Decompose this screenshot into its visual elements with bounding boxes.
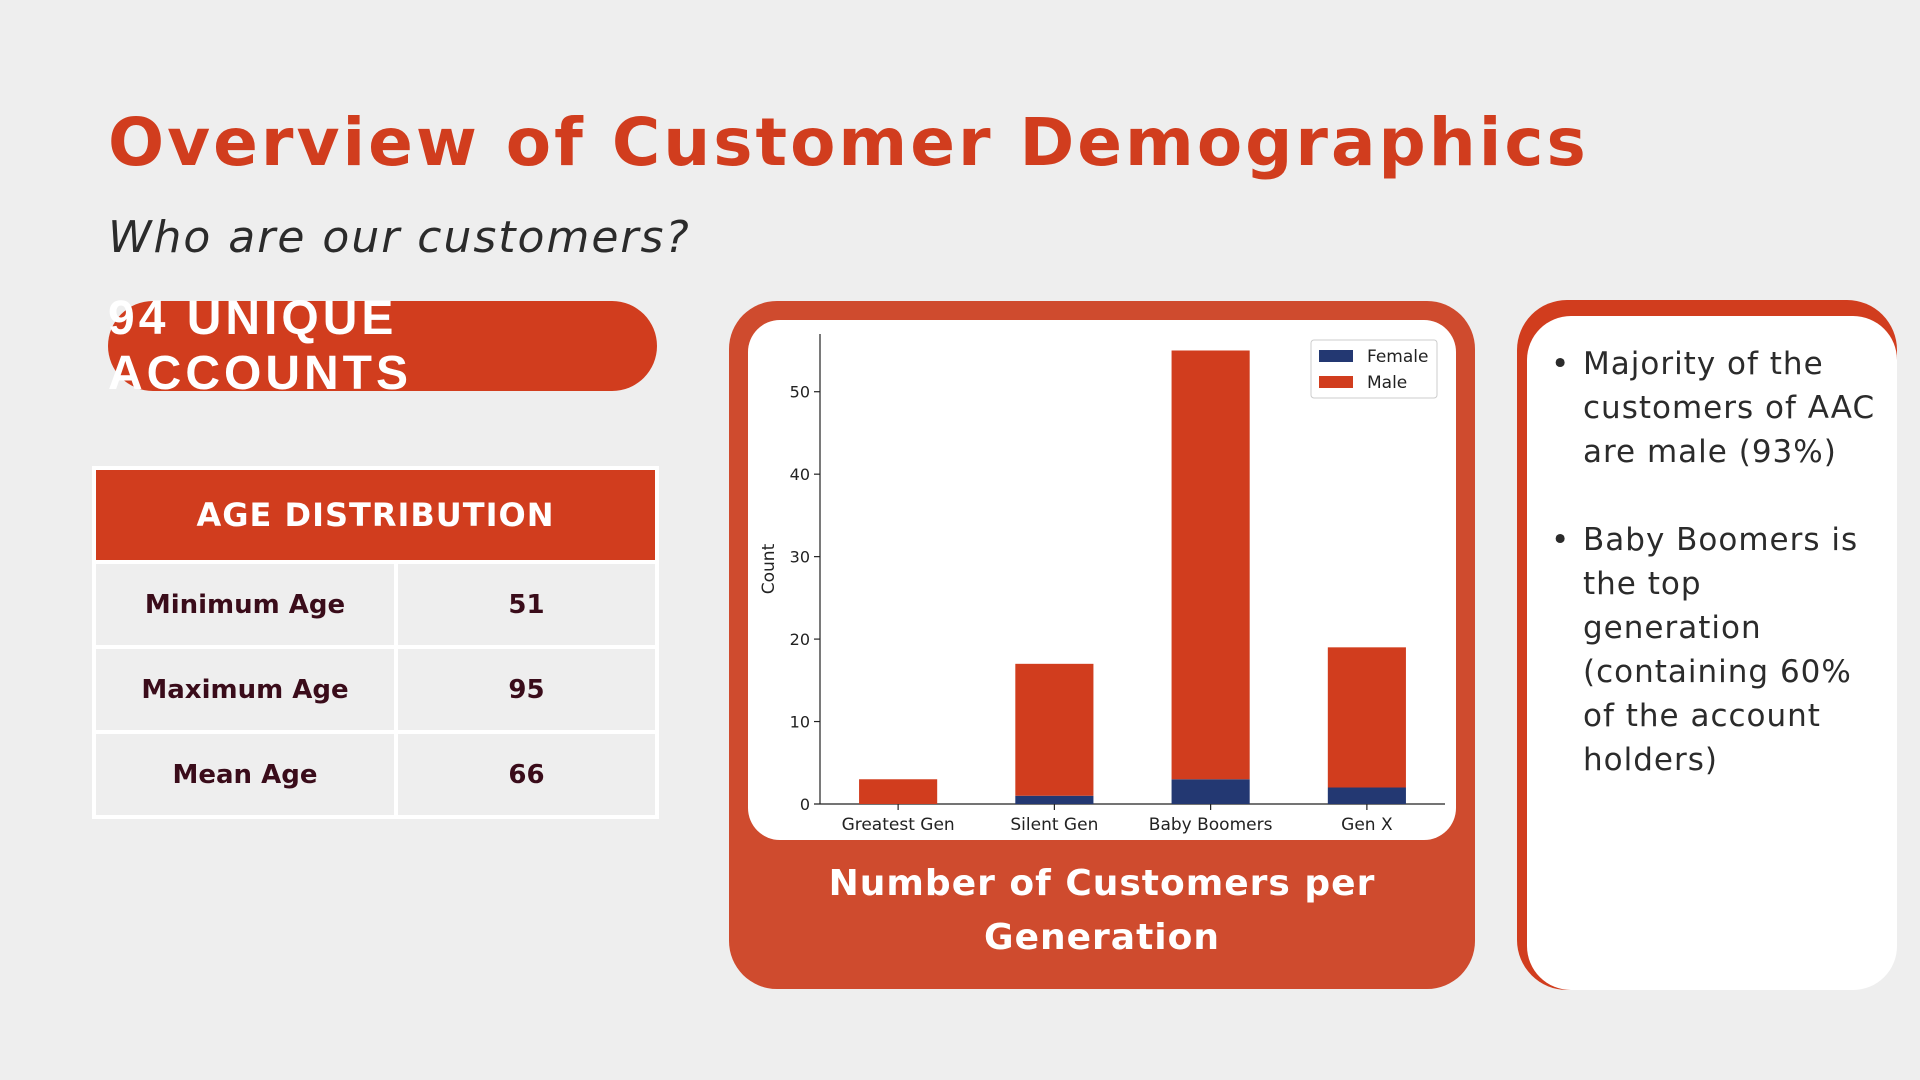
unique-accounts-badge: 94 UNIQUE ACCOUNTS (108, 292, 657, 400)
legend-swatch-female (1319, 350, 1353, 362)
row-value: 66 (394, 730, 659, 819)
table-row: Minimum Age 51 (92, 560, 659, 649)
table-row: Mean Age 66 (92, 730, 659, 819)
bar-male-silent-gen (1015, 663, 1094, 796)
x-tick-label: Greatest Gen (842, 815, 955, 835)
bullet-icon: • (1551, 522, 1571, 558)
y-tick-label: 40 (790, 465, 810, 484)
chart-caption-line-1: Number of Customers per (828, 863, 1376, 904)
y-tick-label: 0 (800, 795, 810, 814)
bar-male-gen-x (1327, 647, 1406, 788)
bar-female-baby-boomers (1171, 779, 1250, 804)
chart-panel: 0 10 20 30 40 50 Count Greatest Gen Silent Gen Ba… (748, 320, 1456, 840)
x-tick-label: Gen X (1341, 815, 1393, 835)
insights-card: • Majority of the customers of AAC are m… (1517, 300, 1897, 990)
x-tick-label: Baby Boomers (1149, 815, 1273, 835)
row-label: Maximum Age (92, 645, 398, 734)
y-axis-label: Count (759, 543, 779, 594)
y-tick-label: 10 (790, 713, 810, 732)
row-label: Mean Age (92, 730, 398, 819)
list-item: • Majority of the customers of AAC are m… (1551, 342, 1883, 474)
table-header: AGE DISTRIBUTION (92, 466, 659, 564)
y-tick-label: 50 (790, 383, 810, 402)
bar-female-silent-gen (1015, 795, 1094, 804)
age-distribution-table: AGE DISTRIBUTION Minimum Age 51 Maximum … (92, 466, 659, 819)
bar-female-gen-x (1327, 787, 1406, 804)
insight-text: Baby Boomers is the top generation (cont… (1583, 522, 1859, 778)
page-subtitle: Who are our customers? (108, 212, 691, 263)
x-tick-label: Silent Gen (1010, 815, 1098, 835)
legend-label-male: Male (1367, 373, 1407, 393)
chart-caption-line-2: Generation (984, 917, 1220, 958)
bar-male-greatest-gen (859, 779, 938, 804)
page-title: Overview of Customer Demographics (108, 104, 1589, 181)
row-value: 51 (394, 560, 659, 649)
y-tick-label: 20 (790, 630, 810, 649)
insights-panel: • Majority of the customers of AAC are m… (1527, 316, 1897, 990)
chart-card: 0 10 20 30 40 50 Count Greatest Gen Silent Gen Ba… (729, 301, 1475, 989)
row-label: Minimum Age (92, 560, 398, 649)
y-tick-label: 30 (790, 548, 810, 567)
legend-label-female: Female (1367, 347, 1428, 367)
list-item: • Baby Boomers is the top generation (co… (1551, 518, 1883, 782)
legend-swatch-male (1319, 376, 1353, 388)
insight-text: Majority of the customers of AAC are mal… (1583, 346, 1876, 470)
generation-bar-chart: 0 10 20 30 40 50 Count Greatest Gen Silent Gen Ba… (759, 334, 1445, 835)
table-header-row: AGE DISTRIBUTION (92, 466, 659, 564)
bar-male-baby-boomers (1171, 350, 1250, 780)
row-value: 95 (394, 645, 659, 734)
insights-list: • Majority of the customers of AAC are m… (1551, 342, 1883, 826)
chart-caption: Number of Customers per Generation (729, 857, 1475, 965)
table-row: Maximum Age 95 (92, 645, 659, 734)
bullet-icon: • (1551, 346, 1571, 382)
